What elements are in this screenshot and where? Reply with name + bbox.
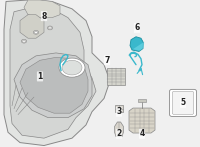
- FancyBboxPatch shape: [170, 89, 196, 116]
- Bar: [107, 68, 125, 85]
- Text: 2: 2: [116, 129, 122, 138]
- Circle shape: [47, 26, 53, 30]
- Polygon shape: [130, 37, 143, 51]
- Circle shape: [49, 27, 51, 29]
- Circle shape: [35, 31, 37, 33]
- Text: 1: 1: [37, 72, 43, 81]
- Polygon shape: [129, 108, 155, 133]
- Text: 5: 5: [180, 98, 186, 107]
- Circle shape: [33, 30, 39, 34]
- Text: 4: 4: [139, 129, 145, 138]
- Polygon shape: [20, 15, 44, 38]
- Polygon shape: [14, 53, 92, 118]
- Polygon shape: [115, 105, 123, 112]
- Text: 8: 8: [41, 12, 47, 21]
- Polygon shape: [133, 42, 144, 51]
- Polygon shape: [115, 122, 123, 137]
- Circle shape: [21, 39, 27, 43]
- Polygon shape: [20, 57, 88, 113]
- Polygon shape: [4, 0, 110, 146]
- Polygon shape: [10, 7, 96, 138]
- FancyBboxPatch shape: [172, 91, 194, 114]
- Circle shape: [59, 58, 85, 77]
- Circle shape: [23, 40, 25, 42]
- Bar: [138, 99, 146, 102]
- Polygon shape: [24, 0, 60, 18]
- Text: 6: 6: [134, 23, 140, 32]
- Text: 7: 7: [104, 56, 110, 65]
- Text: 3: 3: [116, 107, 122, 116]
- Circle shape: [117, 107, 121, 111]
- Circle shape: [62, 60, 82, 75]
